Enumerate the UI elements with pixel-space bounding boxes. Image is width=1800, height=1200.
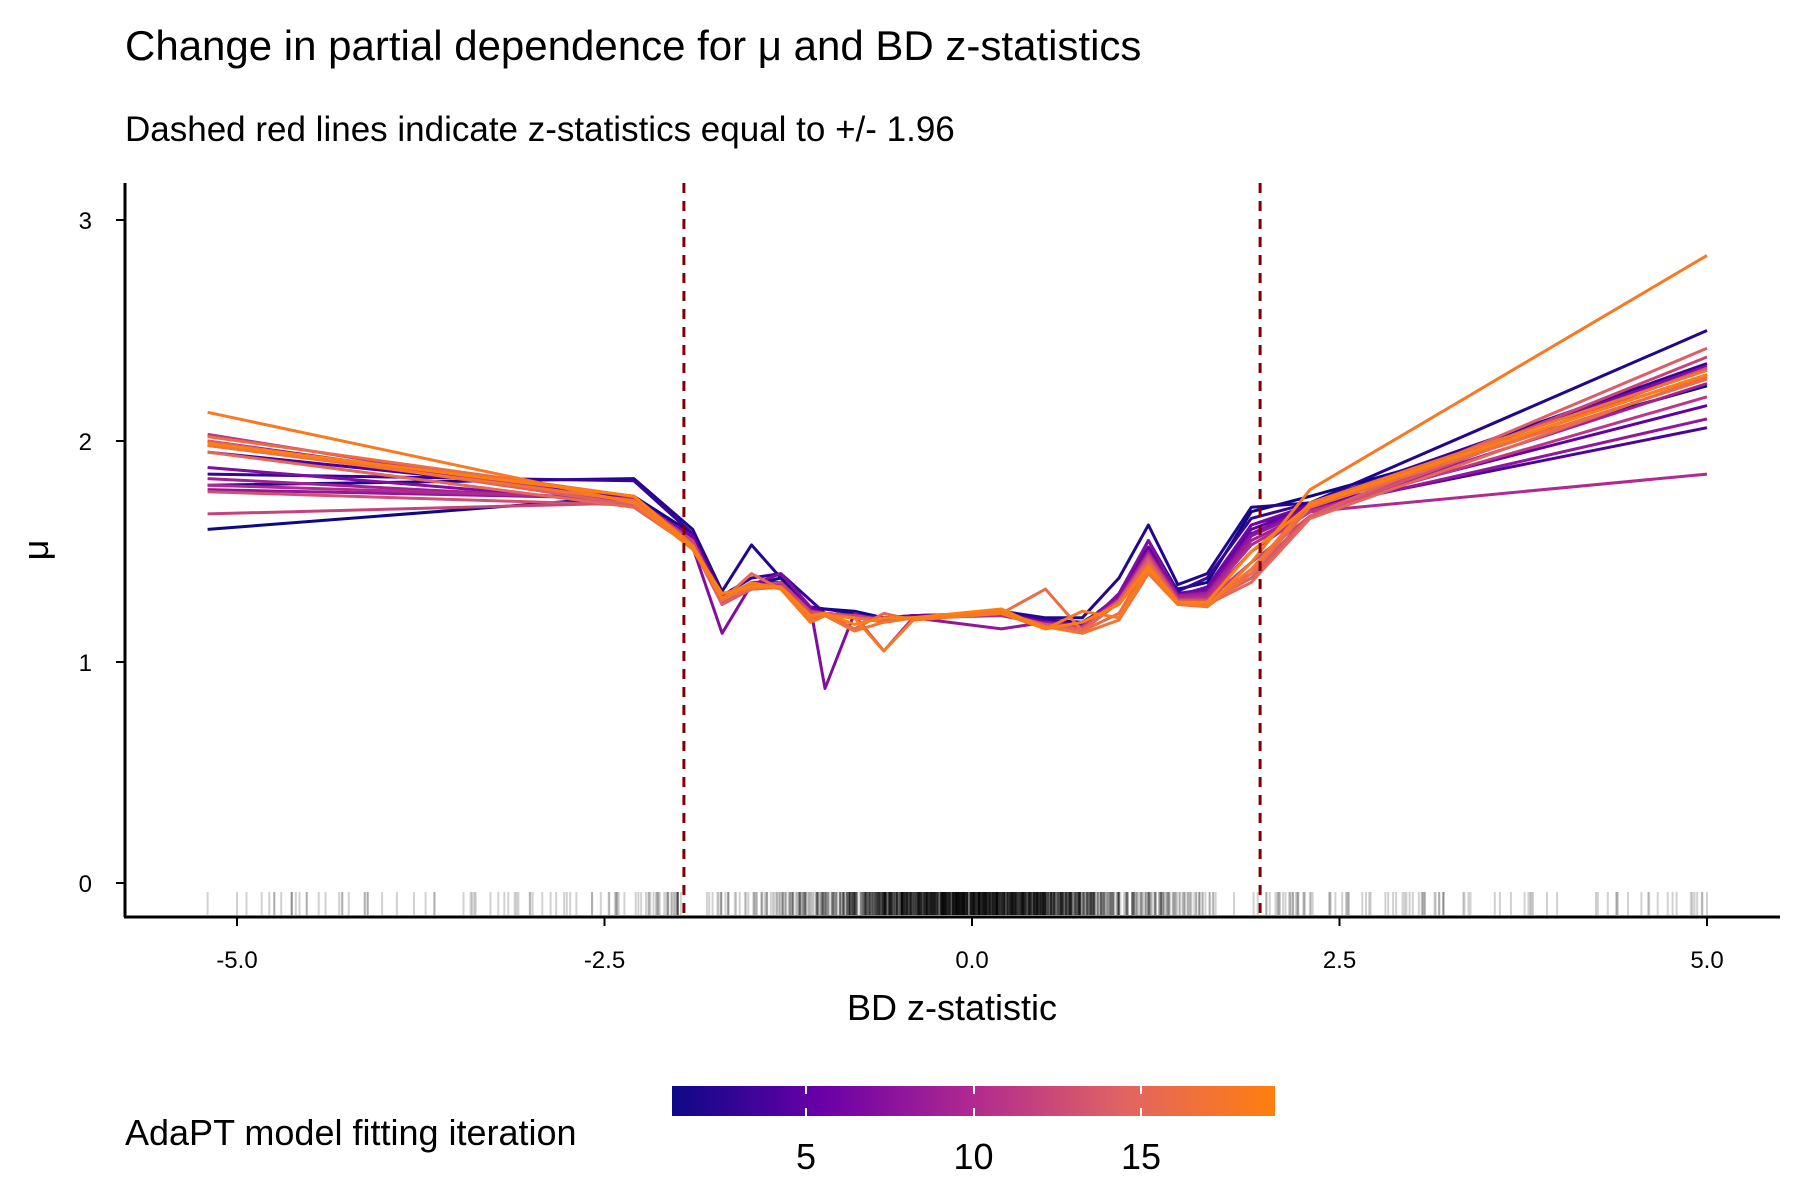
series-line-iteration-15 — [207, 375, 1708, 633]
series-line-iteration-14 — [207, 346, 1708, 631]
x-tick-label: 0.0 — [955, 947, 988, 974]
rug — [206, 892, 1708, 915]
legend-title: AdaPT model fitting iteration — [125, 1112, 577, 1153]
legend-tick-label: 5 — [795, 1136, 817, 1177]
x-axis-title: BD z-statistic — [847, 987, 1057, 1028]
legend-notch — [805, 1086, 807, 1094]
legend-notch — [1140, 1086, 1142, 1094]
legend-notch — [972, 1108, 975, 1116]
chart-subtitle: Dashed red lines indicate z-statistics e… — [125, 110, 955, 149]
legend-notch — [805, 1108, 807, 1116]
x-tick-label: 5.0 — [1690, 947, 1723, 974]
series-line-iteration-5 — [207, 404, 1708, 629]
series-line-iteration-17 — [207, 368, 1708, 635]
y-axis-title: μ — [15, 540, 56, 561]
y-ticks: 0 1 2 3 — [79, 208, 125, 898]
reference-lines — [682, 183, 1262, 917]
y-tick-label: 2 — [79, 429, 92, 456]
series-line-iteration-1 — [207, 384, 1708, 624]
series-line-iteration-7 — [207, 364, 1708, 690]
y-tick-label: 1 — [79, 650, 92, 677]
series-lines — [207, 254, 1708, 690]
series-line-iteration-13 — [207, 366, 1708, 631]
legend-notch — [972, 1086, 975, 1094]
series-line-iteration-19 — [207, 373, 1708, 631]
x-tick-label: -2.5 — [584, 947, 625, 974]
legend-tick-label: 10 — [953, 1136, 994, 1177]
axes — [123, 183, 1780, 919]
x-ticks: -5.0 -2.5 0.0 2.5 5.0 — [216, 917, 1724, 974]
y-tick-label: 3 — [79, 208, 92, 235]
y-tick-label: 0 — [79, 871, 92, 898]
chart-title: Change in partial dependence for μ and B… — [125, 22, 1142, 69]
legend-notch — [1140, 1108, 1142, 1116]
series-line-iteration-16 — [207, 377, 1708, 633]
legend-tick-label: 15 — [1120, 1136, 1162, 1177]
x-tick-label: 2.5 — [1323, 947, 1356, 974]
series-line-iteration-9 — [207, 382, 1708, 629]
x-tick-label: -5.0 — [216, 947, 257, 974]
